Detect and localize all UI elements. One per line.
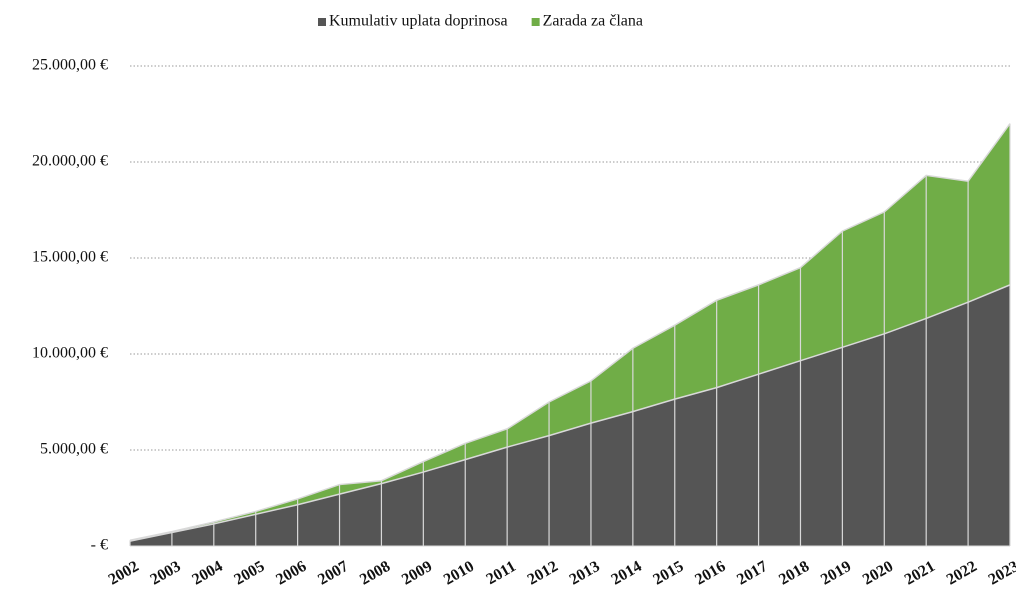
x-tick-label: 2014 [608,558,644,589]
legend-swatch [318,18,326,26]
x-tick-label: 2010 [441,558,477,589]
y-tick-label: 15.000,00 € [32,249,108,266]
x-tick-label: 2012 [525,558,561,589]
area-edge [129,123,1011,541]
y-tick-label: 10.000,00 € [32,345,108,362]
x-tick-label: 2004 [189,558,225,589]
x-tick-label: 2020 [860,558,896,589]
legend-swatch [531,18,540,26]
y-tick-label: - € [91,537,108,554]
x-tick-label: 2002 [106,558,142,589]
x-tick-label: 2006 [273,558,309,589]
x-tick-label: 2009 [399,558,435,589]
legend-label: Kumulativ uplata doprinosa [329,13,508,30]
x-tick-label: 2018 [776,558,812,589]
x-tick-label: 2021 [902,558,938,589]
y-tick-label: 20.000,00 € [32,153,108,170]
x-tick-label: 2023 [986,558,1016,589]
x-tick-label: 2015 [650,558,686,589]
x-tick-label: 2022 [944,558,980,589]
x-tick-label: 2016 [692,558,728,589]
x-tick-label: 2008 [357,558,393,589]
y-tick-label: 25.000,00 € [32,57,108,74]
area [130,123,1010,542]
x-tick-label: 2013 [567,558,603,589]
x-tick-label: 2003 [148,558,184,589]
x-tick-label: 2011 [484,558,519,588]
x-tick-label: 2019 [818,558,854,589]
x-tick-label: 2007 [315,558,351,589]
x-tick-label: 2005 [231,558,267,589]
area [130,284,1010,546]
y-tick-label: 5.000,00 € [40,441,108,458]
legend-label: Zarada za člana [543,13,643,30]
x-tick-label: 2017 [734,558,770,589]
area-edge [129,284,1011,542]
